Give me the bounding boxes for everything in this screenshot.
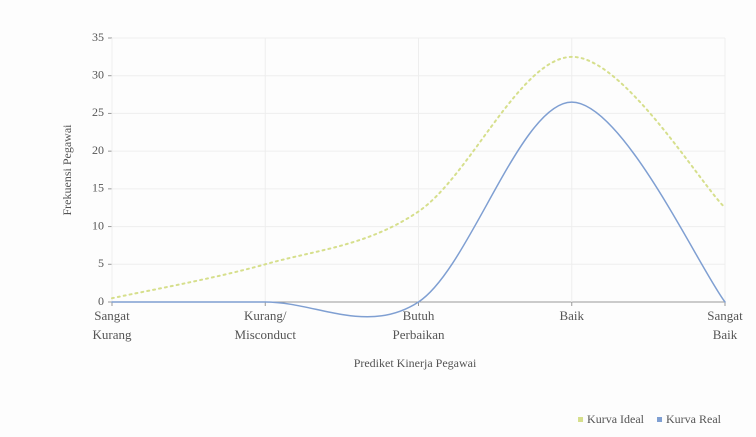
x-tick-label: Baik (559, 308, 585, 323)
legend-marker (578, 417, 584, 422)
y-tick-label: 20 (92, 143, 104, 157)
y-tick-label: 35 (92, 30, 104, 44)
x-tick-label: Butuh Perbaikan (392, 308, 445, 342)
legend-marker (657, 417, 663, 422)
y-axis-title: Frekuensi Pegawai (60, 124, 74, 216)
series-line (111, 55, 726, 300)
y-tick-label: 15 (92, 181, 104, 195)
y-tick-label: 30 (92, 67, 104, 81)
y-tick-label: 25 (92, 105, 104, 119)
legend-label: Kurva Ideal (587, 412, 645, 426)
y-tick-label: 0 (98, 294, 104, 308)
x-tick-label: Sangat Kurang (92, 308, 132, 342)
x-tick-label: Kurang/ Misconduct (234, 308, 296, 342)
y-tick-label: 5 (98, 256, 104, 270)
series-line (111, 101, 726, 318)
legend-label: Kurva Real (666, 412, 722, 426)
x-tick-label: Sangat Baik (707, 308, 743, 342)
x-axis-title: Prediket Kinerja Pegawai (354, 356, 477, 370)
y-tick-label: 10 (92, 218, 104, 232)
